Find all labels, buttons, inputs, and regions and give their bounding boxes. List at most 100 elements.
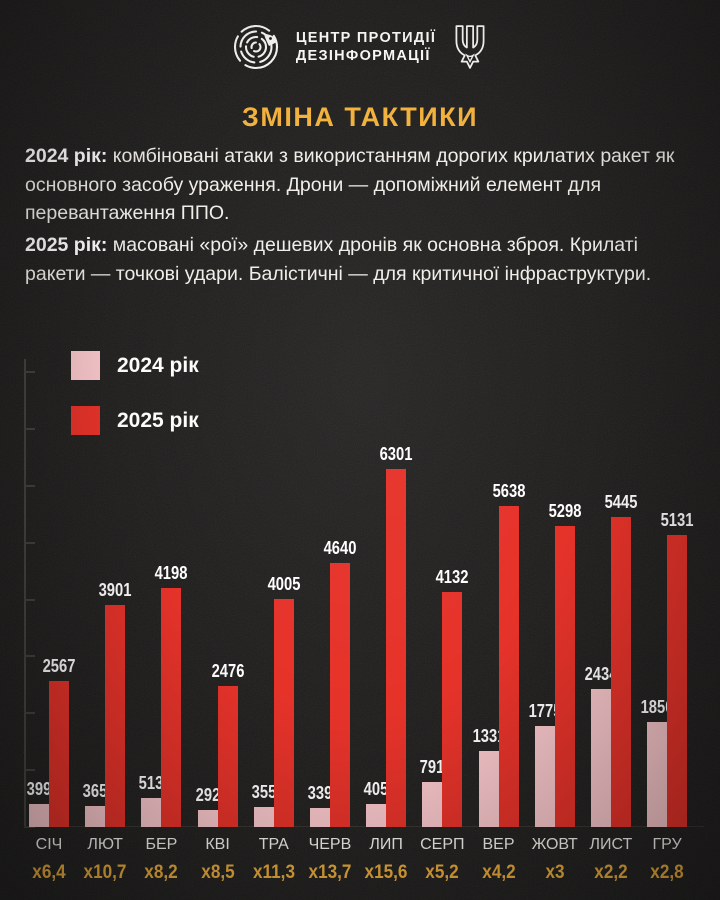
bar-2025-ЛИП: 6301 <box>380 444 413 827</box>
bar-2024-ГРУ: 1850 <box>641 697 673 827</box>
value-label: 3901 <box>98 580 132 601</box>
value-label: 791 <box>419 757 445 777</box>
bar-2024-ВЕР: 1331 <box>472 726 505 827</box>
value-label: 1775 <box>528 701 562 721</box>
value-label: 339 <box>307 782 333 803</box>
org-name: ЦЕНТР ПРОТИДІЇ ДЕЗІНФОРМАЦІЇ <box>296 29 436 65</box>
value-label: 292 <box>195 785 220 806</box>
legend-swatch <box>71 351 100 380</box>
y-axis-tick <box>24 427 35 430</box>
month-label: ТРА <box>258 836 289 853</box>
bar-2024-КВІ: 292 <box>195 785 220 827</box>
bar-2025-ЧЕРВ: 4640 <box>324 538 356 827</box>
org-name-line2: ДЕЗІНФОРМАЦІЇ <box>295 48 431 64</box>
legend-swatch <box>71 406 100 435</box>
value-label: 4640 <box>323 538 357 559</box>
bar-pair: 355 4005 <box>251 574 300 827</box>
y-axis-tick <box>24 541 35 544</box>
bar-2025-ЛИСТ: 5445 <box>604 492 637 827</box>
value-label: 2434 <box>584 663 618 684</box>
bar-pair: 405 6301 <box>364 444 413 827</box>
month-label: ЛИСТ <box>589 836 633 853</box>
multiplier-label: х13,7 <box>308 861 352 883</box>
y-axis-tick <box>24 598 35 601</box>
paragraph-2025: 2025 рік: масовані «рої» дешевих дронів … <box>25 231 680 288</box>
bar-pair: 292 2476 <box>195 661 244 827</box>
paragraph-2024-text: комбіновані атаки з використанням дороги… <box>25 145 675 224</box>
bar-group-СЕРП: 791 4132 СЕРП х5,2 <box>420 372 478 883</box>
value-label: 4132 <box>435 567 469 587</box>
multiplier-label: х15,6 <box>364 861 408 883</box>
bar-2025-ТРА: 4005 <box>267 574 300 827</box>
paragraph-2024: 2024 рік: комбіновані атаки з використан… <box>25 142 680 228</box>
multiplier-label: х11,3 <box>252 861 295 883</box>
value-label: 513 <box>139 772 164 793</box>
bar-group-БЕР: 513 4198 БЕР х8,2 <box>139 372 197 883</box>
paragraph-2024-lead: 2024 рік: <box>25 145 108 167</box>
y-axis-tick <box>24 484 35 487</box>
month-label: КВІ <box>205 836 230 853</box>
bar-pair: 1331 5638 <box>472 481 525 827</box>
bar-group-ВЕР: 1331 5638 ВЕР х4,2 <box>472 372 535 883</box>
bar-group-ЧЕРВ: 339 4640 ЧЕРВ х13,7 <box>308 372 366 883</box>
bar-group-ЛЮТ: 365 3901 ЛЮТ х10,7 <box>83 372 141 883</box>
bar-group-ТРА: 355 4005 ТРА х11,3 <box>251 372 310 883</box>
bar-pair: 365 3901 <box>83 580 132 827</box>
bar-pair: 1850 5131 <box>641 510 693 827</box>
bar-pair: 399 2567 <box>27 656 75 827</box>
value-label: 355 <box>251 781 277 802</box>
multiplier-label: х6,4 <box>32 861 66 883</box>
value-label: 5638 <box>492 481 525 502</box>
legend-item-2025: 2025 рік <box>71 406 199 435</box>
month-label: ЛИП <box>369 836 403 853</box>
bar-pair: 513 4198 <box>139 563 188 827</box>
bar-pair: 791 4132 <box>420 567 469 827</box>
value-label: 405 <box>363 779 389 799</box>
multiplier-label: х4,2 <box>481 861 516 883</box>
month-label: СІЧ <box>35 836 63 853</box>
multiplier-label: х5,2 <box>425 861 460 883</box>
y-axis-tick <box>24 371 35 373</box>
bar-2024-СІЧ: 399 <box>27 779 51 827</box>
bar-chart: 399 2567 СІЧ х6,4 365 3901 ЛЮТ х10,7 513 4198 БЕР х… <box>24 372 714 883</box>
bar-2025-ГРУ: 5131 <box>661 510 693 827</box>
value-label: 4198 <box>154 563 188 584</box>
legend-item-2024: 2024 рік <box>71 351 199 380</box>
month-label: ВЕР <box>482 836 515 853</box>
y-axis-tick <box>24 655 35 658</box>
header: ЦЕНТР ПРОТИДІЇ ДЕЗІНФОРМАЦІЇ <box>0 18 720 76</box>
month-label: ЖОВТ <box>531 836 578 853</box>
bar-2024-ЛИП: 405 <box>364 779 388 827</box>
paragraph-2025-lead: 2025 рік: <box>25 234 108 256</box>
bar-group-ЖОВТ: 1775 5298 ЖОВТ х3 <box>528 372 591 883</box>
bar-pair: 2434 5445 <box>584 492 637 827</box>
bar-2025-КВІ: 2476 <box>211 661 244 827</box>
bar-2025-БЕР: 4198 <box>155 563 188 827</box>
month-label: БЕР <box>145 836 178 853</box>
bar-group-ЛИП: 405 6301 ЛИП х15,6 <box>364 372 422 883</box>
value-label: 1850 <box>640 696 674 717</box>
multiplier-label: х3 <box>545 861 565 883</box>
value-label: 2567 <box>42 656 76 676</box>
multiplier-label: х10,7 <box>83 861 127 883</box>
bar-group-СІЧ: 399 2567 СІЧ х6,4 <box>27 372 85 883</box>
y-axis-tick <box>24 712 35 715</box>
multiplier-label: х2,2 <box>594 861 628 883</box>
legend-label: 2025 рік <box>117 408 199 432</box>
value-label: 365 <box>82 781 108 802</box>
bar-2024-ЛЮТ: 365 <box>83 781 108 827</box>
tryzub-icon <box>451 24 489 70</box>
bar-2024-ЛИСТ: 2434 <box>584 664 617 827</box>
legend-label: 2024 рік <box>117 353 199 377</box>
value-label: 1331 <box>472 726 505 747</box>
multiplier-label: х8,2 <box>144 861 179 883</box>
bar-2024-БЕР: 513 <box>139 773 164 827</box>
bar-2024-СЕРП: 791 <box>420 757 445 827</box>
bar-2024-ЧЕРВ: 339 <box>308 783 332 827</box>
org-name-line1: ЦЕНТР ПРОТИДІЇ <box>295 30 437 46</box>
bar-pair: 1775 5298 <box>528 501 581 827</box>
x-axis-baseline <box>24 826 704 827</box>
y-axis-ticks <box>24 371 36 828</box>
bar-2025-ЖОВТ: 5298 <box>548 501 581 827</box>
y-axis-tick <box>24 826 35 828</box>
